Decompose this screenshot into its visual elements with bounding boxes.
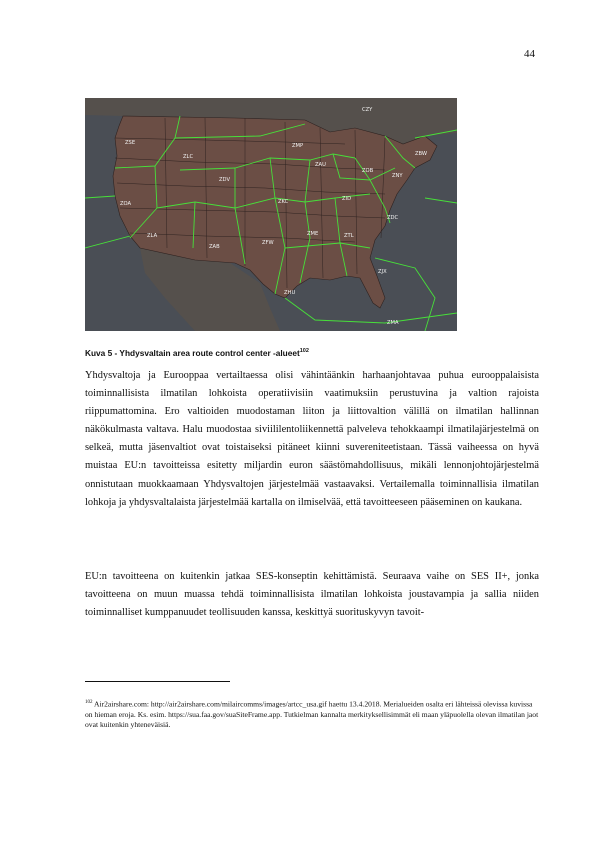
map-label: ZFW bbox=[262, 240, 274, 246]
body-paragraph-2: EU:n tavoitteena on kuitenkin jatkaa SES… bbox=[85, 571, 539, 619]
map-label: ZDV bbox=[219, 177, 230, 183]
footnote-text: Air2airshare.com: http://air2airshare.co… bbox=[85, 699, 539, 729]
map-label: ZME bbox=[307, 231, 318, 237]
figure-caption: Kuva 5 - Yhdysvaltain area route control… bbox=[85, 348, 309, 358]
artcc-map: CZY ZSE ZMP ZBW ZLC ZAU ZOB ZNY ZDV ZKC … bbox=[85, 98, 457, 331]
artcc-boundaries bbox=[85, 115, 457, 331]
canada-land bbox=[85, 98, 457, 144]
artcc-map-figure: CZY ZSE ZMP ZBW ZLC ZAU ZOB ZNY ZDV ZKC … bbox=[85, 98, 457, 331]
map-label: ZID bbox=[342, 196, 351, 202]
map-label: ZTL bbox=[344, 233, 354, 239]
map-label: ZMA bbox=[387, 320, 399, 326]
map-label: ZSE bbox=[125, 140, 135, 146]
map-label: ZLC bbox=[183, 154, 193, 160]
map-label: ZOB bbox=[362, 168, 374, 174]
footnote: 102 Air2airshare.com: http://air2airshar… bbox=[85, 698, 539, 730]
map-label: ZLA bbox=[147, 233, 158, 239]
mexico-land bbox=[140, 248, 280, 331]
map-label: ZMP bbox=[292, 143, 303, 149]
caption-text: Kuva 5 - Yhdysvaltain area route control… bbox=[85, 348, 300, 358]
map-label: ZHU bbox=[284, 290, 295, 296]
footnote-divider bbox=[85, 681, 230, 682]
caption-footnote-ref: 102 bbox=[299, 348, 309, 355]
map-label: ZDC bbox=[387, 215, 399, 221]
map-label: CZY bbox=[362, 107, 373, 113]
artcc-labels: CZY ZSE ZMP ZBW ZLC ZAU ZOB ZNY ZDV ZKC … bbox=[120, 107, 427, 326]
map-label: ZKC bbox=[278, 199, 289, 205]
map-label: ZAB bbox=[209, 244, 220, 250]
page-number: 44 bbox=[524, 48, 535, 60]
body-paragraph-1: Yhdysvaltoja ja Eurooppaa vertailtaessa … bbox=[85, 370, 539, 508]
map-label: ZJX bbox=[378, 269, 387, 275]
footnote-number: 102 bbox=[85, 700, 93, 705]
map-label: ZAU bbox=[315, 162, 326, 168]
map-label: ZBW bbox=[415, 151, 427, 157]
map-label: ZNY bbox=[392, 173, 403, 179]
map-label: ZOA bbox=[120, 201, 132, 207]
state-lines bbox=[114, 117, 386, 289]
